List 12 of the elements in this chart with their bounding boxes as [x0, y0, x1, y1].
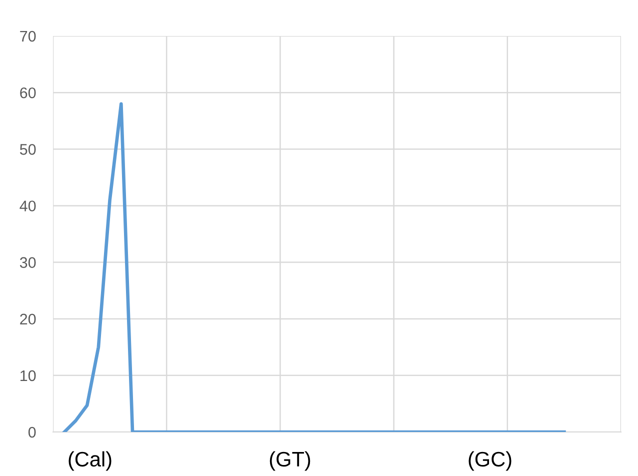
y-tick-label: 20 [20, 314, 36, 325]
y-tick-label: 40 [20, 200, 36, 212]
y-tick-label: 70 [20, 30, 36, 42]
y-tick-label: 50 [20, 144, 36, 155]
y-tick-label: 10 [20, 370, 36, 382]
text: (GC) [468, 451, 512, 471]
y-tick-label: 30 [20, 257, 36, 268]
y-tick-label: 60 [20, 87, 36, 98]
line-series [62, 102, 566, 432]
text: (GT) [270, 451, 310, 471]
y-tick-label: 0 [28, 426, 36, 438]
text: (Cal) [68, 451, 112, 471]
